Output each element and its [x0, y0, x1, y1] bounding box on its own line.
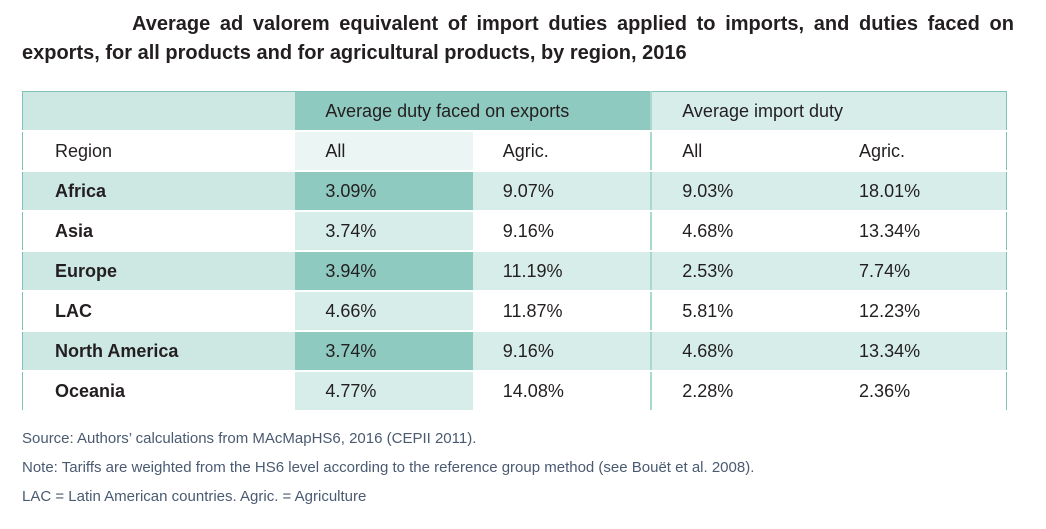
table-row: North America 3.74% 9.16% 4.68% 13.34% [22, 331, 1007, 372]
region-cell: Africa [22, 171, 296, 212]
duties-table: Average duty faced on exports Average im… [22, 91, 1007, 412]
exports-agric-cell: 11.87% [472, 291, 652, 332]
exports-all-cell: 3.09% [295, 171, 473, 212]
exports-all-cell: 3.74% [295, 211, 473, 252]
imports-all-header: All [650, 131, 830, 172]
sub-header-row: Region All Agric. All Agric. [22, 131, 1007, 172]
region-cell: Asia [22, 211, 296, 252]
exports-agric-cell: 14.08% [472, 371, 652, 412]
exports-agric-header: Agric. [472, 131, 652, 172]
imports-agric-cell: 13.34% [829, 331, 1007, 372]
imports-agric-cell: 13.34% [829, 211, 1007, 252]
imports-agric-cell: 18.01% [829, 171, 1007, 212]
imports-agric-cell: 12.23% [829, 291, 1007, 332]
exports-all-header: All [295, 131, 473, 172]
region-cell: Oceania [22, 371, 296, 412]
region-cell: Europe [22, 251, 296, 292]
table-row: Asia 3.74% 9.16% 4.68% 13.34% [22, 211, 1007, 252]
exports-all-cell: 4.77% [295, 371, 473, 412]
exports-agric-cell: 9.07% [472, 171, 652, 212]
group-header-row: Average duty faced on exports Average im… [22, 91, 1007, 132]
region-cell: LAC [22, 291, 296, 332]
table-title: Average ad valorem equivalent of import … [22, 13, 1014, 64]
imports-all-cell: 2.28% [650, 371, 830, 412]
region-column-header: Region [22, 131, 296, 172]
imports-agric-header: Agric. [829, 131, 1007, 172]
exports-agric-cell: 9.16% [472, 331, 652, 372]
region-cell: North America [22, 331, 296, 372]
table-row: LAC 4.66% 11.87% 5.81% 12.23% [22, 291, 1007, 332]
exports-all-cell: 4.66% [295, 291, 473, 332]
imports-agric-cell: 2.36% [829, 371, 1007, 412]
exports-agric-cell: 9.16% [472, 211, 652, 252]
exports-agric-cell: 11.19% [472, 251, 652, 292]
imports-all-cell: 4.68% [650, 331, 830, 372]
imports-agric-cell: 7.74% [829, 251, 1007, 292]
table-notes: Source: Authors’ calculations from MAcMa… [22, 424, 754, 511]
table-row: Oceania 4.77% 14.08% 2.28% 2.36% [22, 371, 1007, 412]
imports-all-cell: 5.81% [650, 291, 830, 332]
imports-all-cell: 4.68% [650, 211, 830, 252]
exports-all-cell: 3.74% [295, 331, 473, 372]
imports-all-cell: 9.03% [650, 171, 830, 212]
header-corner [22, 91, 296, 132]
source-note: Source: Authors’ calculations from MAcMa… [22, 430, 477, 447]
abbreviation-note: LAC = Latin American countries. Agric. =… [22, 488, 367, 505]
method-note: Note: Tariffs are weighted from the HS6 … [22, 459, 755, 476]
imports-group-header: Average import duty [650, 91, 1007, 132]
table-row: Europe 3.94% 11.19% 2.53% 7.74% [22, 251, 1007, 292]
exports-all-cell: 3.94% [295, 251, 473, 292]
exports-group-header: Average duty faced on exports [295, 91, 652, 132]
imports-all-cell: 2.53% [650, 251, 830, 292]
table-row: Africa 3.09% 9.07% 9.03% 18.01% [22, 171, 1007, 212]
